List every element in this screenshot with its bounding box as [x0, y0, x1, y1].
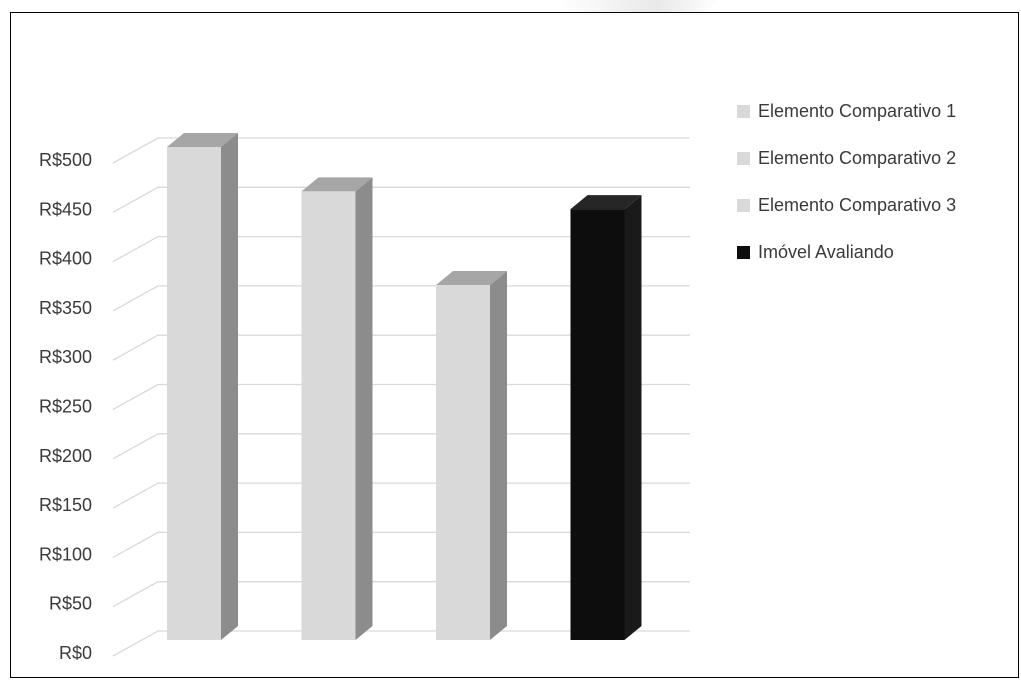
y-tick-label: R$200: [39, 446, 92, 466]
grid-line: [112, 137, 690, 164]
y-tick-label: R$500: [39, 150, 92, 170]
grid-line: [112, 482, 690, 509]
legend-swatch: [737, 152, 750, 165]
bar-top: [436, 271, 507, 286]
bar-top: [301, 177, 373, 192]
bar-front: [301, 191, 356, 640]
legend-swatch: [737, 199, 750, 212]
top-decoration: [560, 0, 720, 14]
legend-label: Imóvel Avaliando: [758, 242, 894, 262]
legend-swatch: [737, 246, 750, 259]
grid-line: [112, 334, 690, 361]
legend-item: Elemento Comparativo 3: [737, 182, 956, 229]
grid-lines: [112, 137, 690, 657]
grid-line: [112, 186, 690, 213]
y-tick-label: R$0: [59, 643, 92, 663]
grid-line: [112, 383, 690, 411]
bar-side: [355, 177, 373, 640]
grid-line: [112, 235, 690, 263]
y-tick-label: R$450: [39, 199, 92, 219]
y-axis-ticks: R$0 R$50 R$100 R$150 R$200 R$250 R$300 R$350 R$4…: [39, 150, 92, 663]
legend-label: Elemento Comparativo 2: [758, 148, 957, 168]
legend: Elemento Comparativo 1 Elemento Comparati…: [737, 88, 956, 276]
bar-front: [570, 209, 625, 641]
y-tick-label: R$150: [39, 495, 92, 515]
legend-label: Elemento Comparativo 3: [758, 195, 957, 215]
bar-front: [436, 285, 490, 640]
bar-top: [167, 133, 238, 147]
bar-front: [167, 147, 221, 640]
legend-item: Elemento Comparativo 2: [737, 135, 956, 182]
y-tick-label: R$350: [39, 298, 92, 318]
bar: [436, 271, 507, 640]
y-tick-label: R$300: [39, 347, 92, 367]
bar-top: [570, 195, 642, 210]
y-tick-label: R$250: [39, 397, 92, 417]
legend-item: Elemento Comparativo 1: [737, 88, 956, 135]
y-tick-label: R$50: [49, 594, 92, 614]
grid-line: [112, 285, 690, 312]
legend-swatch: [737, 105, 750, 118]
legend-item: Imóvel Avaliando: [737, 229, 956, 276]
bar: [301, 177, 373, 640]
grid-line: [112, 531, 690, 558]
bar-side: [490, 271, 507, 640]
y-tick-label: R$100: [39, 544, 92, 564]
bar-side: [221, 133, 238, 640]
legend-label: Elemento Comparativo 1: [758, 101, 957, 121]
bar: [570, 195, 642, 641]
grid-line: [112, 433, 690, 460]
grid-line: [112, 581, 690, 608]
bars: [167, 133, 642, 641]
y-tick-label: R$400: [39, 249, 92, 269]
grid-line: [112, 630, 690, 657]
bar: [167, 133, 238, 640]
bar-side: [624, 195, 642, 641]
